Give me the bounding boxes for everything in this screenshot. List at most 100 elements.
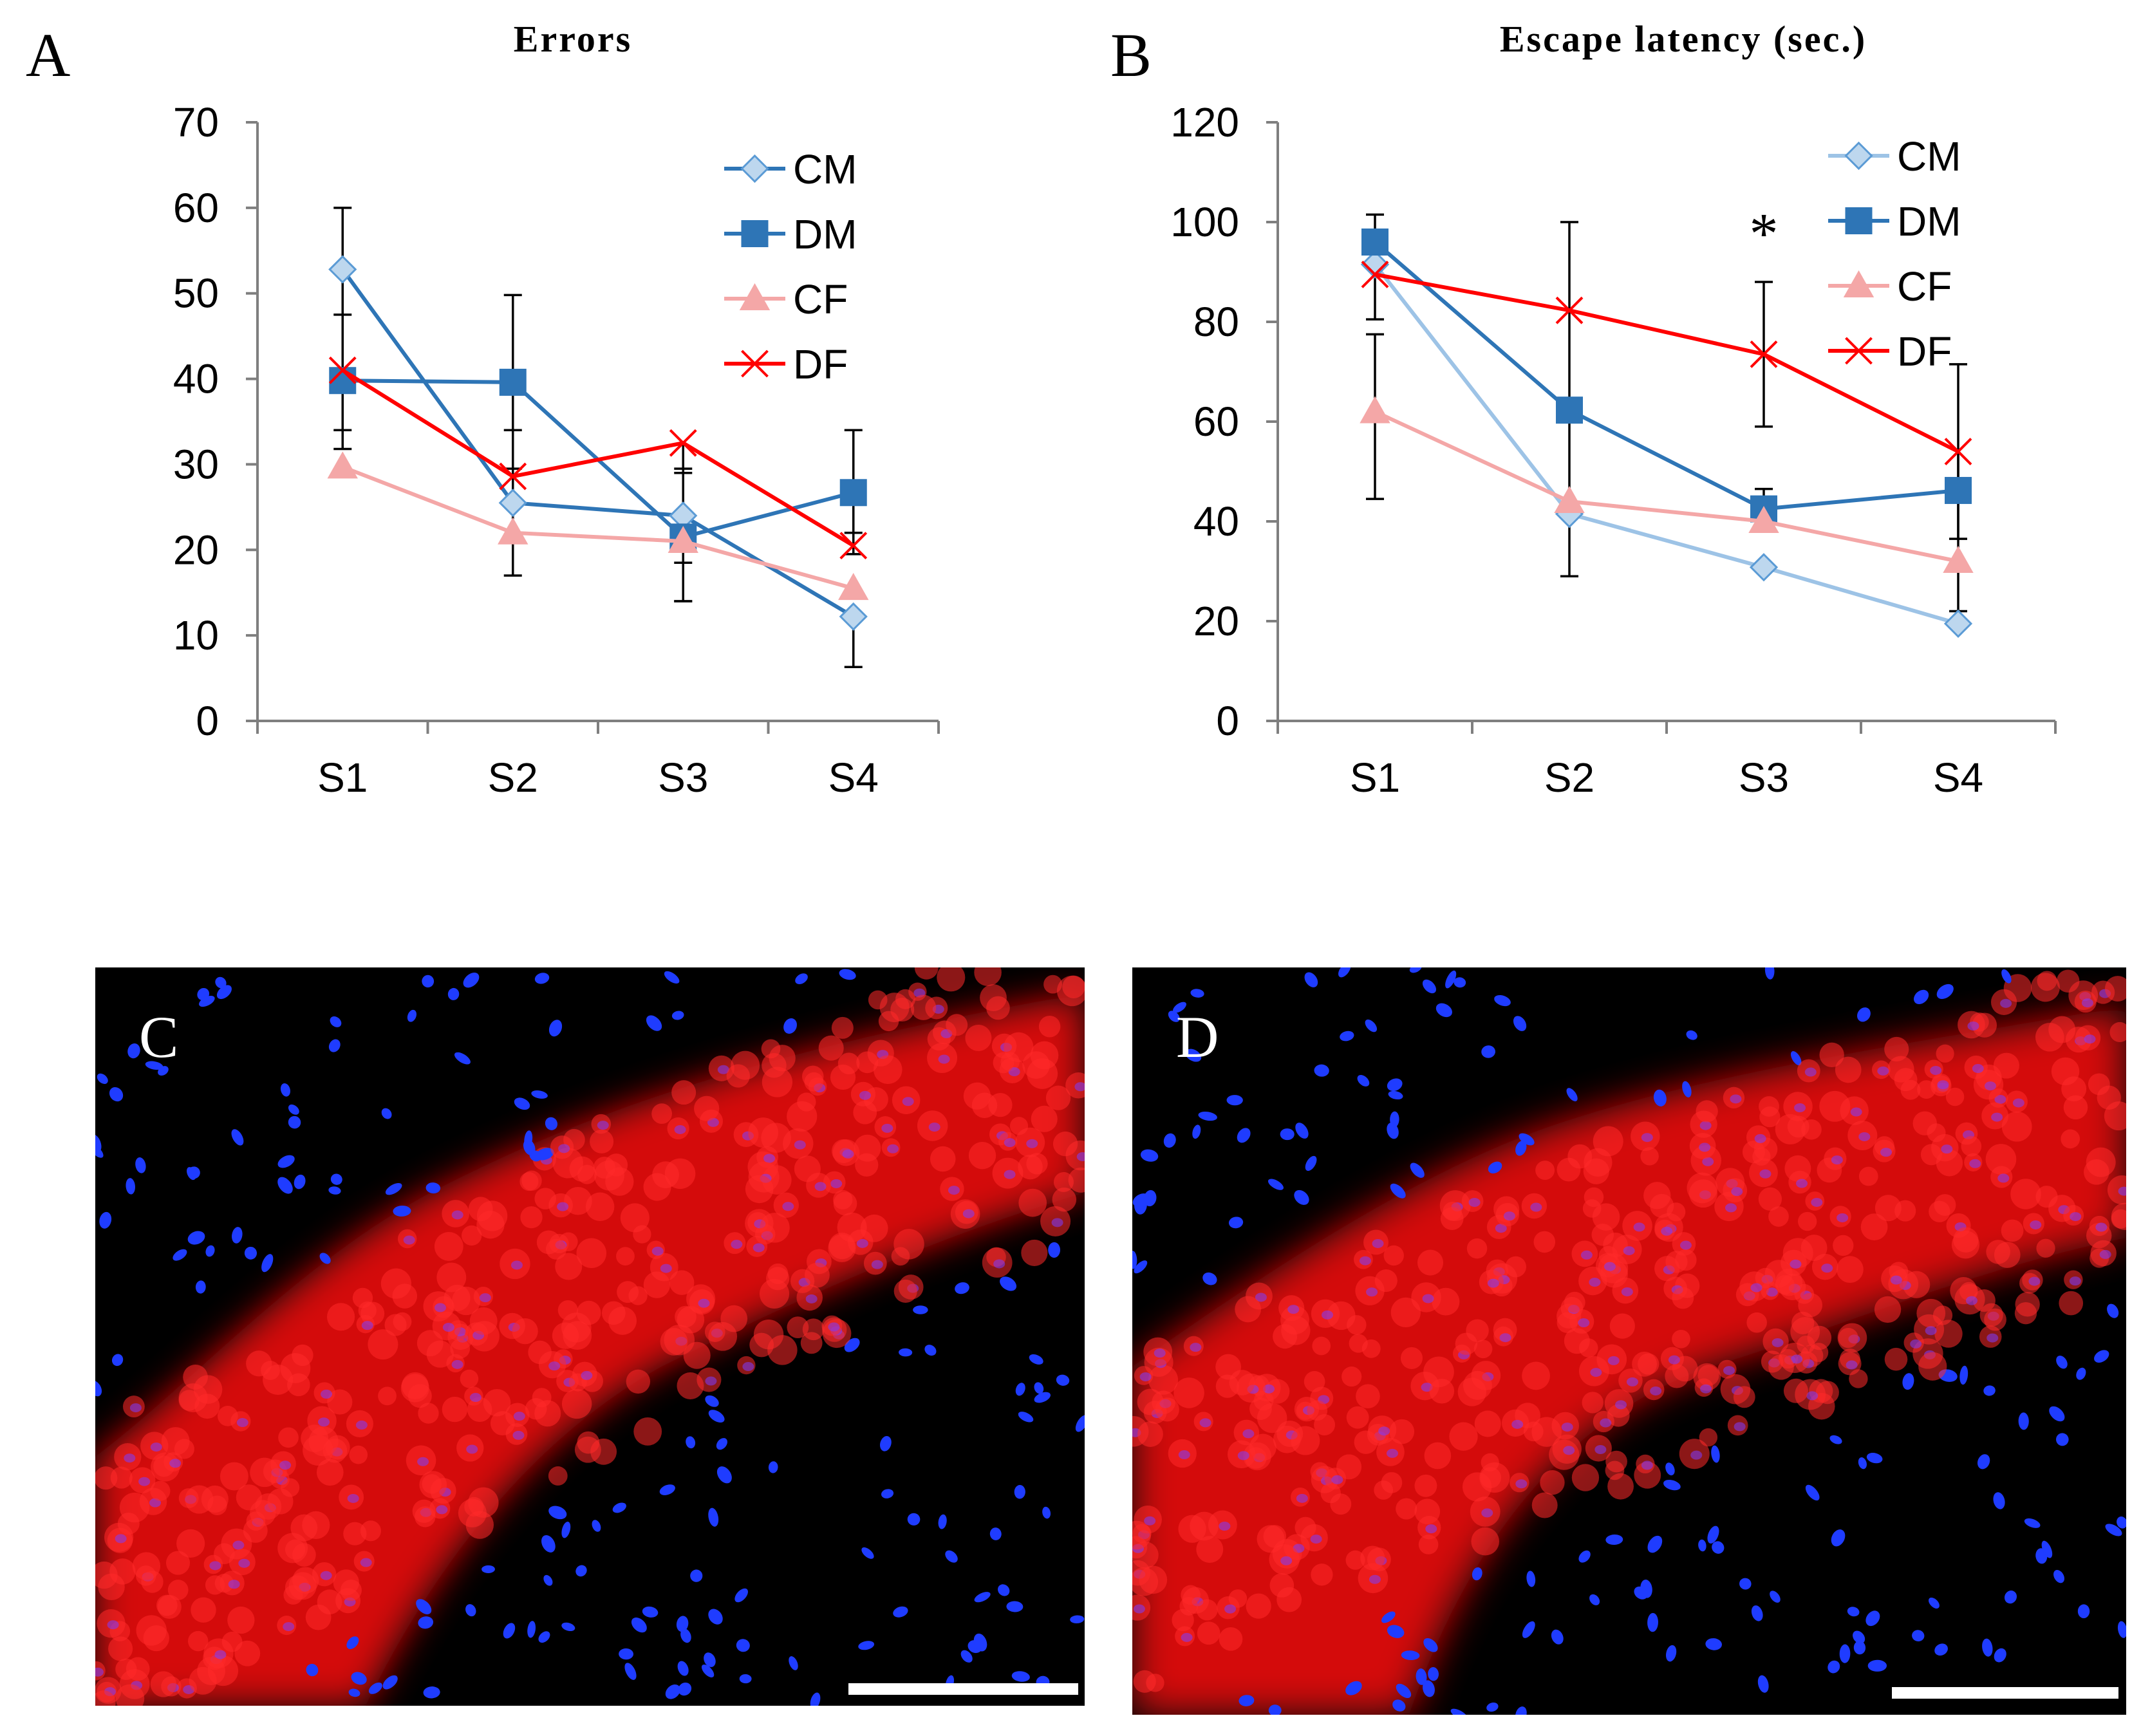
nucleus: [1731, 1187, 1743, 1197]
nucleus: [592, 1520, 601, 1532]
nucleus: [1967, 1021, 1979, 1031]
cell-body: [986, 996, 1010, 1020]
nucleus: [902, 1097, 914, 1106]
cell-body: [1346, 1406, 1369, 1429]
nucleus: [199, 995, 215, 1007]
nucleus: [214, 1650, 227, 1659]
nucleus: [150, 1442, 162, 1452]
cell-body: [1687, 1172, 1718, 1204]
cell-body: [1311, 1563, 1333, 1586]
cell-body: [708, 1321, 738, 1351]
nucleus: [1925, 1326, 1937, 1336]
nucleus: [1481, 1508, 1493, 1518]
micrograph-c-image: [95, 967, 1085, 1706]
nucleus: [1190, 1343, 1202, 1352]
nucleus: [1163, 1133, 1176, 1148]
nucleus: [1690, 1450, 1703, 1460]
cell-body: [671, 1080, 697, 1105]
cell-body: [2036, 1238, 2055, 1258]
cell-body: [465, 1511, 494, 1539]
cell-body: [191, 1597, 216, 1623]
nucleus: [422, 975, 435, 988]
nucleus: [1983, 1385, 1996, 1396]
cell-body: [1672, 1287, 1694, 1309]
nucleus: [1725, 1203, 1737, 1213]
nucleus: [1387, 1625, 1405, 1638]
nucleus: [1454, 977, 1466, 988]
cell-body: [837, 1212, 867, 1242]
cell-body: [185, 1485, 214, 1514]
cell-body: [2104, 976, 2126, 1002]
cell-body: [119, 1492, 150, 1523]
cell-body: [1449, 1422, 1478, 1451]
nucleus: [514, 1097, 530, 1110]
nucleus: [2053, 1569, 2064, 1583]
nucleus: [111, 1354, 124, 1367]
data-point-cf: [1943, 545, 1974, 573]
cell-body: [616, 1247, 635, 1266]
nucleus: [887, 1144, 899, 1153]
cell-body: [1733, 1386, 1755, 1408]
nucleus: [2012, 1098, 2024, 1108]
cell-body: [378, 1386, 397, 1406]
cell-body: [2035, 1022, 2064, 1052]
nucleus: [1650, 1386, 1662, 1395]
cell-body: [804, 1262, 830, 1288]
nucleus: [1387, 1122, 1399, 1139]
nucleus: [859, 1090, 871, 1100]
nucleus: [1589, 1594, 1600, 1605]
nucleus: [541, 1535, 556, 1553]
nucleus: [328, 1186, 341, 1195]
nucleus: [1386, 1448, 1398, 1458]
cell-body: [2061, 1129, 2080, 1149]
cell-body: [1833, 1235, 1854, 1256]
nucleus: [708, 1507, 719, 1527]
nucleus: [135, 1157, 146, 1173]
nucleus: [1018, 1412, 1034, 1423]
x-tick-label: S4: [1933, 754, 1983, 801]
cell-body: [853, 1100, 877, 1125]
y-tick-label: 40: [173, 356, 219, 402]
nucleus: [1647, 1612, 1658, 1632]
nucleus: [1014, 1484, 1025, 1499]
nucleus: [2117, 1621, 2126, 1638]
cell-body: [837, 1052, 860, 1075]
cell-body: [1021, 1239, 1048, 1266]
cell-body: [683, 1341, 711, 1369]
nucleus: [1228, 1217, 1244, 1229]
cell-body: [694, 1096, 720, 1121]
legend-label: CF: [793, 276, 848, 322]
nucleus: [701, 1664, 715, 1678]
cell-body: [227, 1606, 255, 1634]
micrograph-d: D: [1132, 967, 2126, 1715]
nucleus: [1154, 1349, 1166, 1358]
cell-body: [451, 1286, 481, 1316]
nucleus: [1930, 1066, 1942, 1076]
cell-body: [277, 1533, 308, 1563]
cell-body: [1936, 1044, 1954, 1063]
nucleus: [631, 1617, 647, 1633]
legend-label: DM: [1897, 198, 1961, 245]
granule-layer-band: [1132, 1006, 2126, 1715]
nucleus: [436, 1505, 448, 1515]
data-point-df: [499, 462, 527, 490]
nucleus: [973, 1633, 987, 1652]
nucleus: [1198, 1111, 1217, 1121]
nucleus: [1912, 1630, 1925, 1642]
nucleus: [306, 1663, 319, 1677]
nucleus: [1699, 1121, 1712, 1130]
nucleus: [328, 1039, 341, 1052]
nucleus: [231, 1129, 244, 1146]
nucleus: [716, 1466, 732, 1484]
nucleus: [1296, 1493, 1308, 1503]
nucleus: [1806, 1391, 1818, 1401]
cell-body: [2056, 969, 2080, 993]
nucleus: [763, 1153, 776, 1163]
nucleus: [1734, 1422, 1746, 1432]
y-tick-label: 20: [1193, 598, 1239, 644]
nucleus: [1390, 1183, 1406, 1199]
cell-body: [893, 1279, 917, 1303]
cell-body: [422, 1474, 442, 1494]
cell-body: [675, 1305, 697, 1328]
series-line-cf: [342, 465, 854, 590]
